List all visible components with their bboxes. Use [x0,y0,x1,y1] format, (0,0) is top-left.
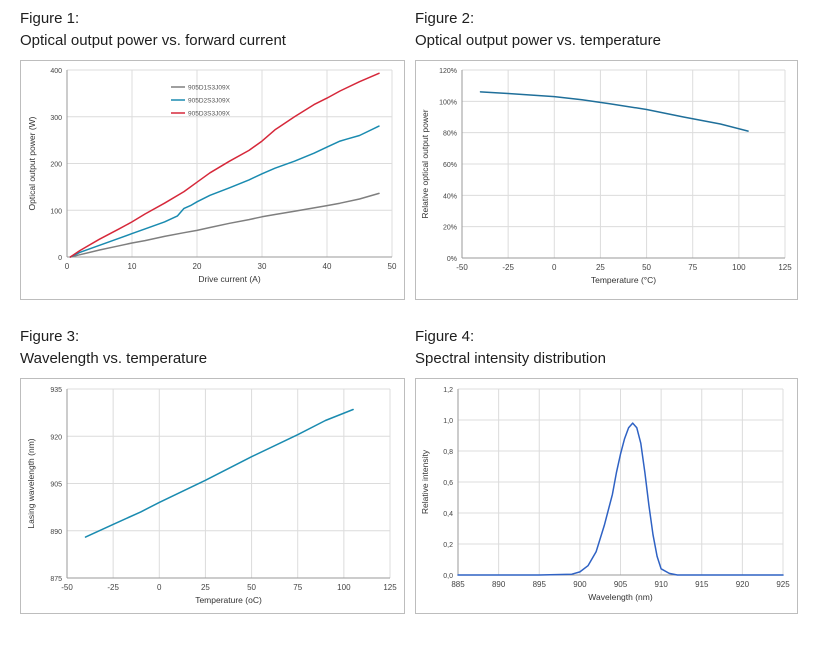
x-tick-label: 895 [533,580,547,589]
y-axis-label: Relative optical output power [420,109,430,218]
x-tick-label: 910 [654,580,668,589]
chart-panel-3: -50 -25 0 25 50 75 100 125 875 890 905 920 935 Temper… [20,378,405,614]
y-tick-label: 0,4 [443,511,453,518]
x-axis-label: Wavelength (nm) [588,592,653,602]
y-tick-label: 200 [50,162,62,169]
x-tick-label: 50 [642,263,651,272]
chart-panel-2: -50 -25 0 25 50 75 100 125 0% 20% 40% 60% 80% 100% 120… [415,60,798,300]
x-tick-label: 25 [596,263,605,272]
y-tick-label: 300 [50,115,62,122]
x-tick-label: 890 [492,580,506,589]
x-tick-label: 0 [65,262,70,271]
y-tick-label: 0,2 [443,542,453,549]
x-tick-label: 100 [732,263,746,272]
figure-number: Figure 3: [20,328,80,345]
power-vs-current-chart: 0 10 20 30 40 50 0 100 200 300 400 Drive current (A… [27,68,397,284]
x-tick-label: 905 [614,580,628,589]
figure-4: Figure 4: Spectral intensity distributio… [415,326,798,616]
series-line-0 [69,192,380,258]
y-tick-label: 60% [443,162,457,169]
figure-number: Figure 1: [20,10,80,27]
x-tick-label: 925 [776,580,790,589]
figure-title: Wavelength vs. temperature [20,350,208,367]
y-axis-label: Relative intensity [420,449,430,514]
x-tick-label: 885 [451,580,465,589]
x-axis-label: Temperature (°C) [591,275,656,285]
x-axis-label: Temperature (oC) [195,595,262,605]
y-tick-label: 100% [439,99,457,106]
figure-1-header: Figure 1: Optical output power vs. forwa… [20,8,420,52]
figure-1: Figure 1: Optical output power vs. forwa… [20,8,405,300]
x-tick-label: -50 [456,263,468,272]
y-axis-label: Optical output power (W) [27,116,37,210]
y-tick-label: 935 [50,387,62,394]
figure-3: Figure 3: Wavelength vs. temperature -50… [20,326,405,616]
x-tick-label: 25 [201,583,210,592]
figure-number: Figure 2: [415,10,475,27]
x-tick-label: -50 [61,583,73,592]
figure-title: Optical output power vs. temperature [415,32,661,49]
x-tick-label: 100 [337,583,351,592]
chart-panel-4: 885 890 895 900 905 910 915 920 925 0,0 0,2 0,4 0,6 0… [415,378,798,614]
y-tick-label: 40% [443,193,457,200]
wavelength-vs-temperature-chart: -50 -25 0 25 50 75 100 125 875 890 905 920 935 Temper… [26,387,397,605]
y-tick-label: 100 [50,208,62,215]
power-vs-temperature-chart: -50 -25 0 25 50 75 100 125 0% 20% 40% 60% 80% 100% 120… [420,68,792,285]
x-tick-label: 915 [695,580,709,589]
y-tick-label: 875 [50,576,62,583]
legend-label: 905D2S3J09X [188,98,231,105]
x-tick-label: 900 [573,580,587,589]
series-line-0 [457,422,784,576]
series-line-2 [69,72,380,258]
y-tick-label: 890 [50,529,62,536]
figure-4-header: Figure 4: Spectral intensity distributio… [415,326,815,370]
y-tick-label: 0 [58,255,62,262]
x-tick-label: 10 [128,262,137,271]
x-tick-label: 125 [383,583,397,592]
legend-label: 905D1S3J09X [188,85,231,92]
series-line-0 [84,408,354,538]
x-tick-label: 40 [323,262,332,271]
y-axis-label: Lasing wavelength (nm) [26,438,36,528]
x-axis-label: Drive current (A) [198,274,261,284]
x-tick-label: 50 [388,262,397,271]
y-tick-label: 0,8 [443,449,453,456]
figure-number: Figure 4: [415,328,475,345]
y-tick-label: 1,2 [443,387,453,394]
y-tick-label: 0,6 [443,480,453,487]
y-tick-label: 0% [447,256,457,263]
x-tick-label: 20 [193,262,202,271]
x-tick-label: 75 [688,263,697,272]
y-tick-label: 920 [50,434,62,441]
legend-label: 905D3S3J09X [188,111,231,118]
y-tick-label: 400 [50,68,62,75]
y-tick-label: 1,0 [443,418,453,425]
figure-title: Optical output power vs. forward current [20,32,286,49]
chart-panel-1: 0 10 20 30 40 50 0 100 200 300 400 Drive current (A… [20,60,405,300]
x-tick-label: 920 [736,580,750,589]
y-tick-label: 80% [443,131,457,138]
spectral-intensity-chart: 885 890 895 900 905 910 915 920 925 0,0 0,2 0,4 0,6 0… [420,387,790,602]
y-tick-label: 120% [439,68,457,75]
x-tick-label: 125 [778,263,792,272]
figure-2: Figure 2: Optical output power vs. tempe… [415,8,798,300]
y-tick-label: 0,0 [443,573,453,580]
x-tick-label: 0 [157,583,162,592]
figure-3-header: Figure 3: Wavelength vs. temperature [20,326,420,370]
series-line-0 [479,91,749,132]
x-tick-label: -25 [107,583,119,592]
y-tick-label: 20% [443,225,457,232]
x-tick-label: 30 [258,262,267,271]
x-tick-label: -25 [502,263,514,272]
figure-title: Spectral intensity distribution [415,350,606,367]
x-tick-label: 75 [293,583,302,592]
y-tick-label: 905 [50,482,62,489]
figure-2-header: Figure 2: Optical output power vs. tempe… [415,8,815,52]
x-tick-label: 0 [552,263,557,272]
x-tick-label: 50 [247,583,256,592]
series-line-1 [69,125,380,258]
